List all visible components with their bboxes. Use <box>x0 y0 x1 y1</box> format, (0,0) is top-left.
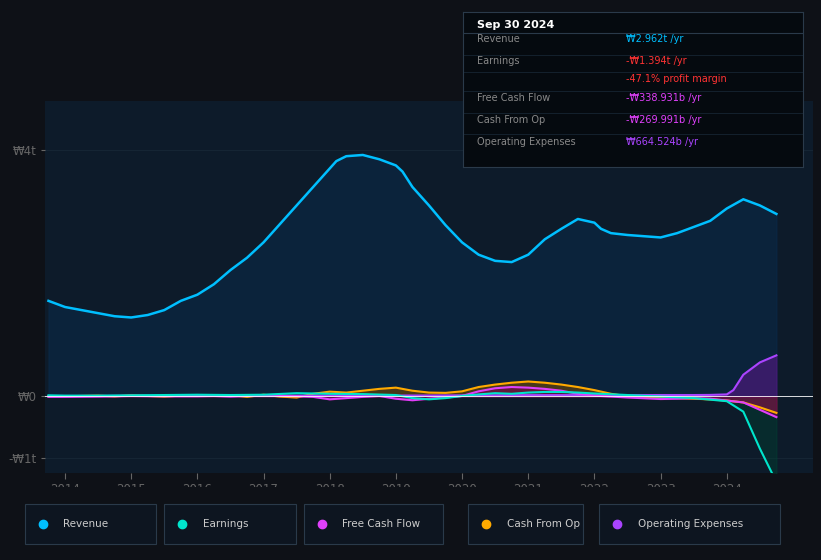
FancyBboxPatch shape <box>164 504 296 544</box>
Text: Earnings: Earnings <box>477 56 519 66</box>
FancyBboxPatch shape <box>599 504 780 544</box>
FancyBboxPatch shape <box>468 504 583 544</box>
Text: Revenue: Revenue <box>63 519 108 529</box>
FancyBboxPatch shape <box>304 504 443 544</box>
Text: ₩664.524b /yr: ₩664.524b /yr <box>626 137 698 147</box>
FancyBboxPatch shape <box>25 504 156 544</box>
Text: -47.1% profit margin: -47.1% profit margin <box>626 74 727 84</box>
Text: -₩269.991b /yr: -₩269.991b /yr <box>626 115 702 125</box>
Text: ₩2.962t /yr: ₩2.962t /yr <box>626 35 684 44</box>
Text: Free Cash Flow: Free Cash Flow <box>342 519 420 529</box>
Text: Operating Expenses: Operating Expenses <box>638 519 743 529</box>
Text: Free Cash Flow: Free Cash Flow <box>477 94 550 104</box>
Text: Cash From Op: Cash From Op <box>507 519 580 529</box>
Text: Cash From Op: Cash From Op <box>477 115 545 125</box>
Text: -₩338.931b /yr: -₩338.931b /yr <box>626 94 701 104</box>
Text: Revenue: Revenue <box>477 35 520 44</box>
Text: Sep 30 2024: Sep 30 2024 <box>477 20 554 30</box>
Text: -₩1.394t /yr: -₩1.394t /yr <box>626 56 687 66</box>
Text: Earnings: Earnings <box>203 519 248 529</box>
Text: Operating Expenses: Operating Expenses <box>477 137 576 147</box>
